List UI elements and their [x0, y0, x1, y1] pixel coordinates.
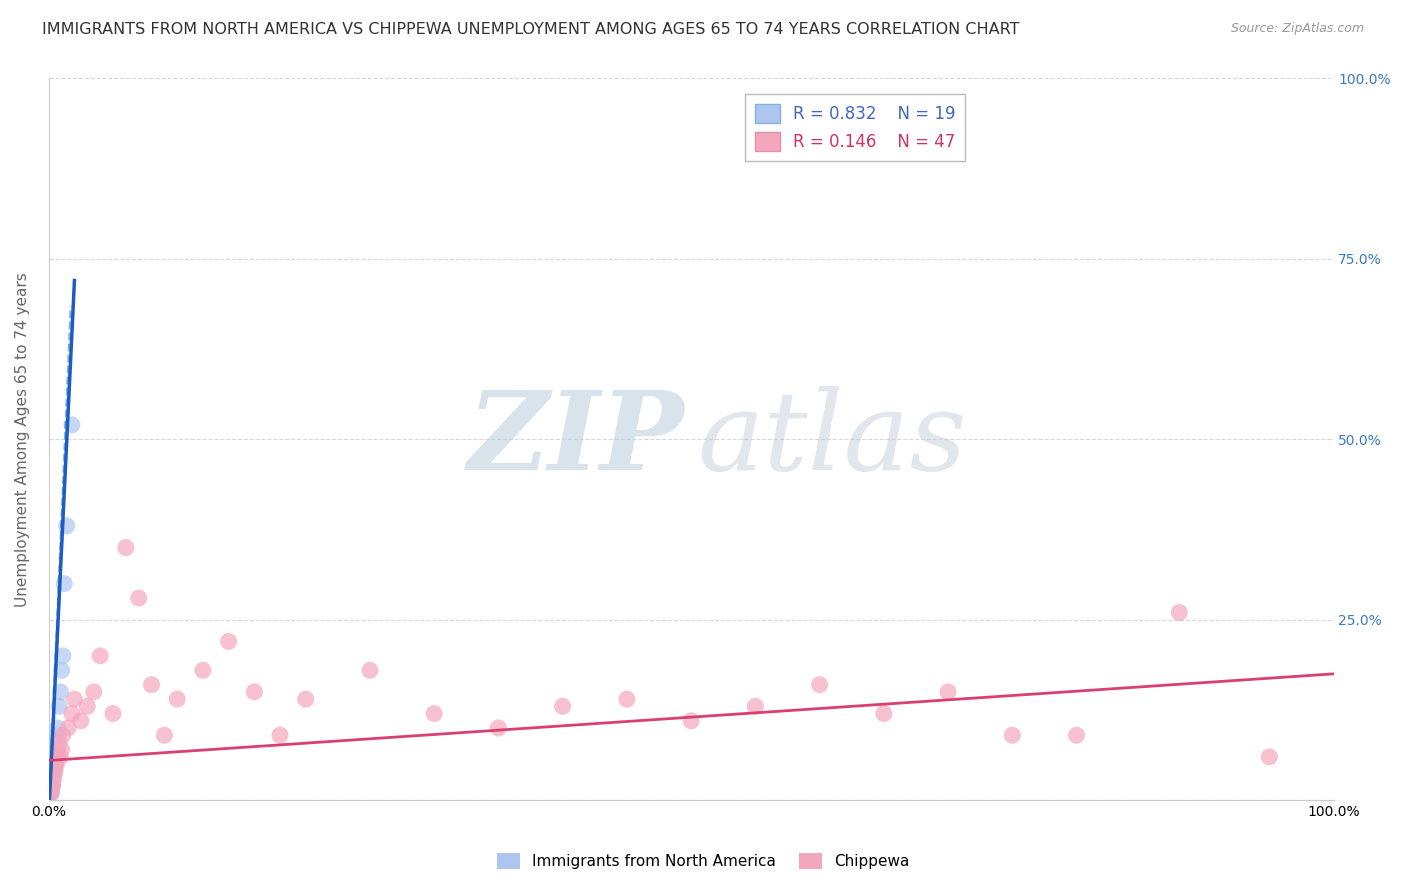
- Point: [101, 706, 124, 721]
- Point: [41, 786, 63, 800]
- Point: [45, 757, 67, 772]
- Point: [1168, 606, 1191, 620]
- Point: [44, 757, 66, 772]
- Point: [41, 779, 63, 793]
- Point: [153, 728, 176, 742]
- Point: [76, 699, 98, 714]
- Text: ZIP: ZIP: [468, 385, 685, 493]
- Point: [41, 772, 63, 786]
- Point: [53, 576, 76, 591]
- Point: [52, 648, 75, 663]
- Point: [39, 786, 62, 800]
- Point: [1066, 728, 1088, 742]
- Text: Source: ZipAtlas.com: Source: ZipAtlas.com: [1230, 22, 1364, 36]
- Point: [808, 678, 831, 692]
- Point: [39, 786, 62, 800]
- Point: [873, 706, 896, 721]
- Point: [486, 721, 509, 735]
- Point: [44, 764, 66, 779]
- Point: [49, 749, 72, 764]
- Text: IMMIGRANTS FROM NORTH AMERICA VS CHIPPEWA UNEMPLOYMENT AMONG AGES 65 TO 74 YEARS: IMMIGRANTS FROM NORTH AMERICA VS CHIPPEW…: [42, 22, 1019, 37]
- Point: [44, 749, 66, 764]
- Point: [48, 699, 70, 714]
- Point: [51, 742, 73, 756]
- Point: [423, 706, 446, 721]
- Point: [1001, 728, 1024, 742]
- Point: [359, 663, 381, 677]
- Point: [269, 728, 291, 742]
- Point: [191, 663, 214, 677]
- Point: [45, 749, 67, 764]
- Point: [41, 779, 63, 793]
- Point: [294, 692, 316, 706]
- Y-axis label: Unemployment Among Ages 65 to 74 years: Unemployment Among Ages 65 to 74 years: [15, 272, 30, 607]
- Point: [936, 685, 959, 699]
- Point: [46, 742, 69, 756]
- Point: [42, 764, 65, 779]
- Text: atlas: atlas: [697, 385, 967, 493]
- Point: [41, 779, 63, 793]
- Point: [1258, 749, 1281, 764]
- Point: [44, 757, 66, 772]
- Point: [51, 663, 73, 677]
- Point: [166, 692, 188, 706]
- Point: [218, 634, 240, 648]
- Point: [49, 685, 72, 699]
- Point: [42, 772, 65, 786]
- Point: [48, 735, 70, 749]
- Point: [83, 685, 105, 699]
- Point: [141, 678, 163, 692]
- Legend: R = 0.832    N = 19, R = 0.146    N = 47: R = 0.832 N = 19, R = 0.146 N = 47: [745, 94, 966, 161]
- Point: [52, 728, 75, 742]
- Point: [243, 685, 266, 699]
- Point: [681, 714, 703, 728]
- Point: [41, 779, 63, 793]
- Point: [63, 692, 86, 706]
- Point: [551, 699, 574, 714]
- Point: [114, 541, 136, 555]
- Point: [89, 648, 111, 663]
- Point: [41, 764, 63, 779]
- Point: [128, 591, 150, 606]
- Point: [744, 699, 766, 714]
- Point: [56, 721, 79, 735]
- Point: [45, 728, 67, 742]
- Point: [55, 519, 77, 533]
- Point: [46, 721, 69, 735]
- Point: [616, 692, 638, 706]
- Legend: Immigrants from North America, Chippewa: Immigrants from North America, Chippewa: [491, 847, 915, 875]
- Point: [60, 417, 83, 432]
- Point: [70, 714, 93, 728]
- Point: [45, 735, 67, 749]
- Point: [42, 757, 65, 772]
- Point: [60, 706, 83, 721]
- Point: [41, 786, 63, 800]
